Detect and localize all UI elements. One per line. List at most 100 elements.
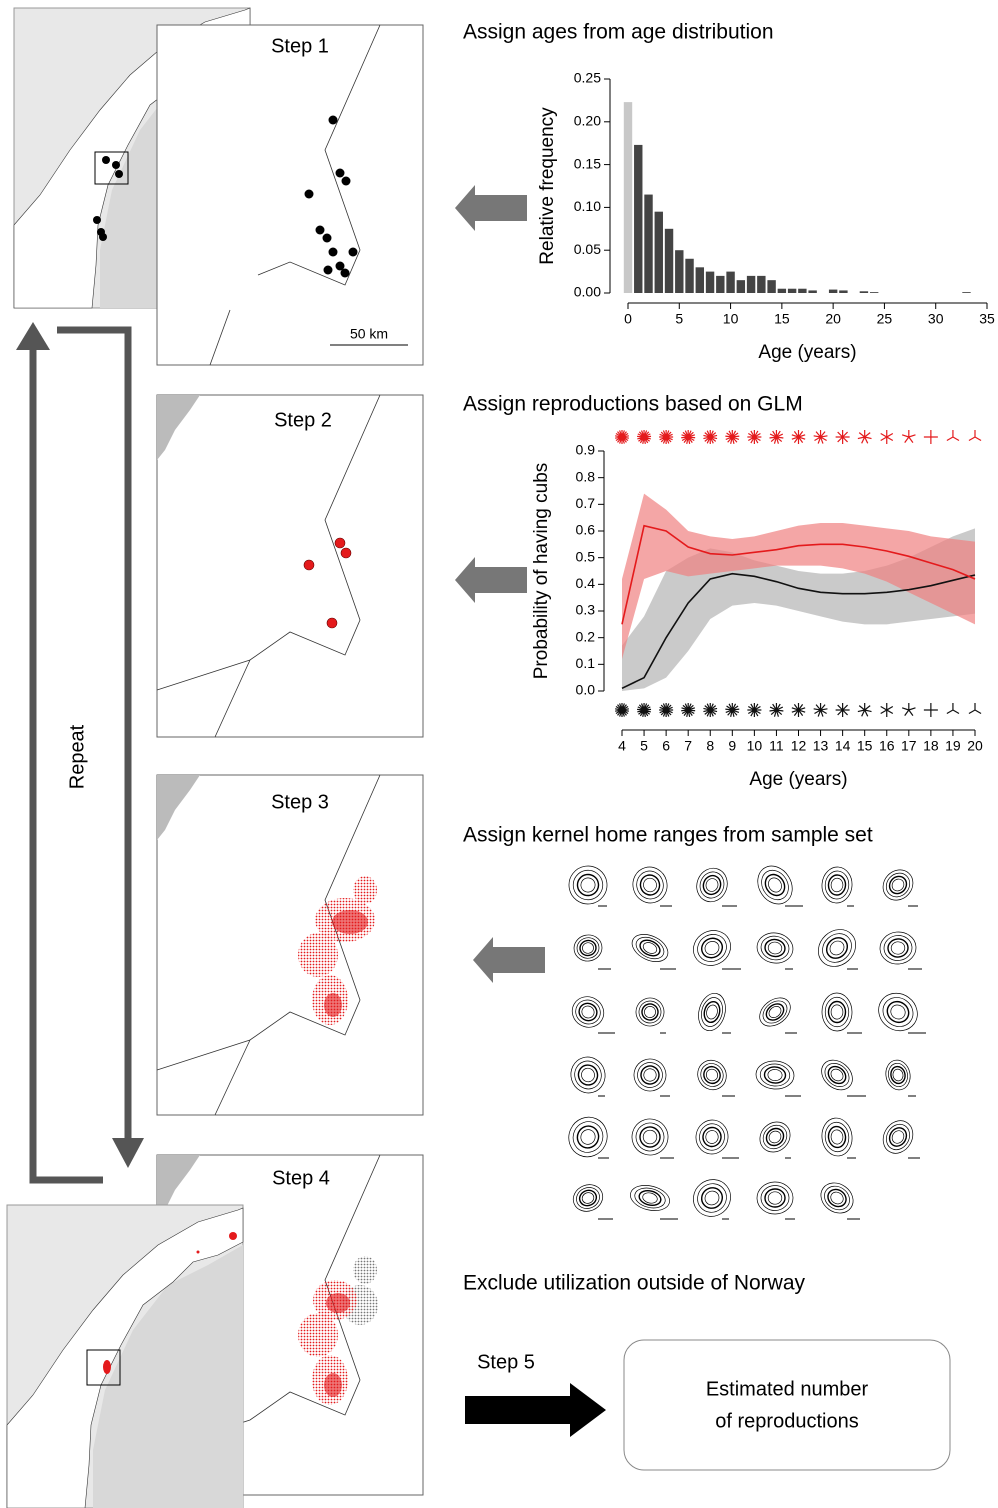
kernel-contour (629, 1054, 670, 1095)
kernel-contour (754, 992, 796, 1032)
arrow (455, 185, 527, 231)
sample-marker (792, 703, 805, 717)
bar (962, 292, 970, 293)
sample-marker (947, 703, 959, 714)
x-tick-label: 4 (618, 738, 626, 754)
x-tick-label: 0 (624, 311, 632, 327)
arrow (465, 1383, 606, 1437)
sample-marker (659, 703, 673, 717)
bar (706, 272, 714, 293)
step-1-panel: 50 km Step 1 (157, 25, 423, 365)
kernel-contour (637, 937, 662, 959)
sample-marker (814, 430, 828, 444)
arrow-head (112, 1138, 144, 1168)
kernel-contour (762, 871, 789, 899)
kernel-contour (883, 1058, 913, 1092)
kernel-contour (767, 1004, 783, 1020)
arrow (455, 557, 527, 603)
y-tick-label: 0.2 (576, 628, 596, 644)
x-tick-label: 7 (684, 738, 692, 754)
kernel-contour (831, 1005, 843, 1019)
y-tick-label: 0.20 (574, 113, 601, 129)
y-tick-label: 0.7 (576, 495, 596, 511)
kernel-contour (687, 924, 736, 972)
x-tick-label: 35 (979, 311, 995, 327)
kernel-contour (692, 864, 732, 906)
sample-marker (902, 430, 915, 443)
x-tick-label: 20 (967, 738, 983, 754)
x-tick-label: 6 (662, 738, 670, 754)
kernel-contour (705, 1130, 719, 1145)
x-tick-label: 5 (640, 738, 648, 754)
kernel-contour (567, 864, 608, 905)
heading: Assign ages from age distribution (463, 21, 774, 44)
kernel-contour (877, 864, 919, 907)
kernel-contour (641, 1128, 659, 1146)
sample-marker (725, 430, 739, 444)
y-tick-label: 0.00 (574, 284, 601, 300)
kernel-contour (702, 1126, 723, 1148)
sample-marker (703, 430, 717, 444)
bar (716, 276, 724, 293)
kernel-contour (686, 1172, 738, 1224)
kernel-contour (822, 993, 853, 1032)
sample-marker (637, 703, 651, 717)
kernel-contour (768, 1192, 782, 1205)
y-tick-label: 0.4 (576, 575, 596, 591)
y-tick-label: 0.0 (576, 682, 596, 698)
kernel-contour (816, 1054, 859, 1096)
bar (685, 259, 693, 293)
bar (655, 212, 663, 293)
x-tick-label: 11 (769, 738, 784, 754)
bar (675, 250, 683, 293)
kernel-contour (629, 863, 672, 907)
sample-marker (681, 703, 695, 717)
sample-marker (703, 703, 717, 717)
y-tick-label: 0.3 (576, 602, 596, 618)
kernel-contour (764, 1066, 786, 1083)
x-tick-label: 15 (857, 738, 873, 754)
kernel-contour (877, 1115, 918, 1158)
kernel-contour (754, 1116, 796, 1158)
sample-marker (615, 430, 629, 444)
bar (829, 290, 837, 293)
kernel-contour (642, 877, 658, 894)
kernel-contour (569, 1180, 607, 1216)
kernel-contour (643, 1005, 658, 1020)
kernel-contour (768, 1069, 783, 1081)
x-tick-label: 25 (877, 311, 893, 327)
y-tick-label: 0.9 (576, 442, 596, 458)
kernel-contour (567, 991, 610, 1033)
sample-marker (881, 430, 893, 444)
x-axis-label: Age (years) (758, 342, 856, 363)
result-text: Estimated number (706, 1378, 869, 1400)
kernel-grid (561, 858, 926, 1224)
step-2-panel: Step 2 (157, 395, 423, 737)
bar (778, 289, 786, 293)
y-tick-label: 0.5 (576, 548, 596, 564)
step-3-panel: Step 3 (157, 775, 423, 1115)
y-axis-label: Probability of having cubs (531, 463, 552, 680)
kernel-contour (562, 1111, 613, 1163)
kernel-contour (830, 1129, 843, 1145)
step-label: Step 1 (271, 35, 329, 57)
x-tick-label: 13 (813, 738, 829, 754)
x-tick-label: 17 (901, 738, 917, 754)
y-tick-label: 0.15 (574, 155, 601, 171)
kernel-contour (886, 1062, 909, 1089)
kernel-contour (578, 1127, 597, 1146)
sample-marker (792, 430, 805, 444)
kernel-contour (882, 1120, 914, 1154)
heading: Assign reproductions based on GLM (463, 393, 803, 416)
x-tick-label: 10 (747, 738, 763, 754)
bar (726, 272, 734, 293)
sample-marker (902, 703, 915, 716)
figure: 50 km Step 1 Step 2 Step 3 Step 4 Repeat… (0, 0, 998, 1508)
x-axis-label: Age (years) (749, 769, 847, 790)
bar (757, 276, 765, 293)
sample-marker (747, 703, 761, 717)
bar (644, 195, 652, 293)
kernel-contour (763, 1125, 787, 1149)
x-tick-label: 12 (791, 738, 807, 754)
kernel-contour (759, 934, 791, 962)
